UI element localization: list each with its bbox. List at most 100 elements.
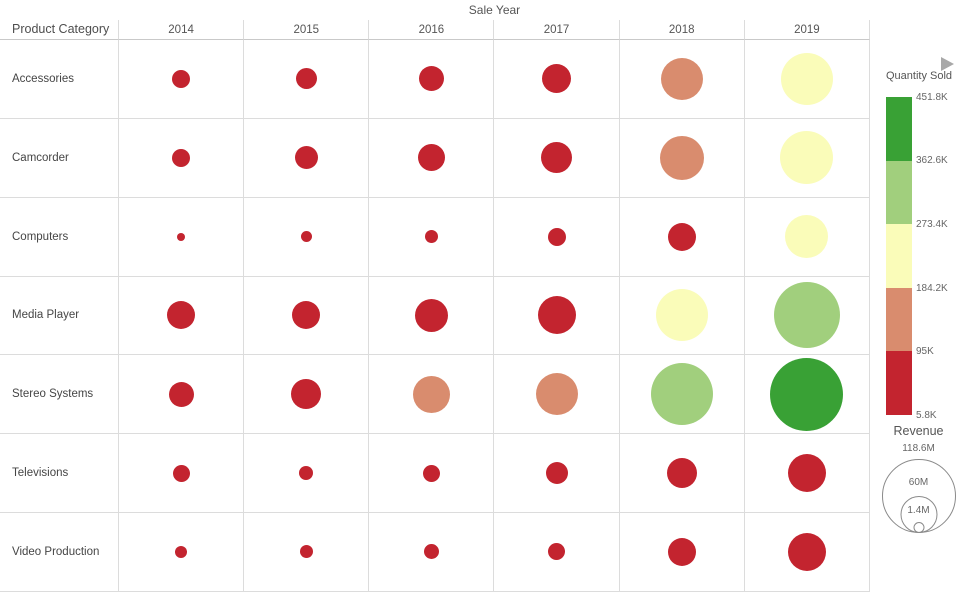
cell-computers-2014 <box>119 197 245 277</box>
bubble-televisions-2015[interactable] <box>299 466 314 481</box>
color-legend-bar[interactable] <box>886 97 912 415</box>
cell-computers-2019 <box>744 197 870 277</box>
color-legend-tick: 273.4K <box>916 219 948 230</box>
bubble-televisions-2018[interactable] <box>666 458 697 489</box>
bubble-media-player-2016[interactable] <box>414 298 448 332</box>
bubble-accessories-2015[interactable] <box>295 68 317 90</box>
bubble-accessories-2014[interactable] <box>172 69 191 88</box>
cell-televisions-2014 <box>119 434 245 514</box>
bubble-televisions-2014[interactable] <box>172 464 190 482</box>
bubble-video-production-2017[interactable] <box>548 543 566 561</box>
row-label-video-production[interactable]: Video Production <box>0 513 119 592</box>
color-legend-tick: 95K <box>916 346 934 357</box>
bubble-computers-2019[interactable] <box>785 215 829 259</box>
bubble-computers-2014[interactable] <box>177 232 186 241</box>
cell-media-player-2017 <box>494 276 620 356</box>
bubble-televisions-2016[interactable] <box>422 464 440 482</box>
column-header-2018[interactable]: 2018 <box>619 20 745 40</box>
bubble-stereo-systems-2014[interactable] <box>168 381 194 407</box>
column-header-2014[interactable]: 2014 <box>119 20 245 40</box>
cell-video-production-2019 <box>744 513 870 592</box>
cell-camcorder-2016 <box>369 118 495 198</box>
size-legend-label-mid: 60M <box>908 477 929 488</box>
bubble-camcorder-2015[interactable] <box>294 146 318 170</box>
size-legend: 118.6M 60M 1.4M <box>870 443 967 533</box>
bubble-media-player-2017[interactable] <box>537 296 576 335</box>
row-label-televisions[interactable]: Televisions <box>0 434 119 514</box>
row-label-media-player[interactable]: Media Player <box>0 276 119 356</box>
bubble-computers-2018[interactable] <box>667 222 696 251</box>
cell-stereo-systems-2017 <box>494 355 620 435</box>
cell-televisions-2016 <box>369 434 495 514</box>
cell-media-player-2019 <box>744 276 870 356</box>
bubble-camcorder-2019[interactable] <box>780 131 834 185</box>
bubble-media-player-2018[interactable] <box>655 289 708 342</box>
bubble-computers-2016[interactable] <box>424 230 438 244</box>
cell-accessories-2015 <box>244 40 370 119</box>
column-header-2015[interactable]: 2015 <box>244 20 370 40</box>
bubble-video-production-2016[interactable] <box>423 544 439 560</box>
color-legend-tick: 184.2K <box>916 283 948 294</box>
cell-computers-2018 <box>619 197 745 277</box>
bubble-camcorder-2017[interactable] <box>541 142 573 174</box>
bubble-stereo-systems-2019[interactable] <box>770 357 844 431</box>
bubble-camcorder-2018[interactable] <box>659 135 704 180</box>
bubble-televisions-2017[interactable] <box>545 462 568 485</box>
bubble-computers-2017[interactable] <box>547 227 566 246</box>
bubble-accessories-2018[interactable] <box>660 57 703 100</box>
bubble-media-player-2015[interactable] <box>292 301 321 330</box>
bubble-accessories-2017[interactable] <box>542 64 572 94</box>
bubble-video-production-2014[interactable] <box>175 545 188 558</box>
bubble-video-production-2015[interactable] <box>299 545 313 559</box>
cell-video-production-2018 <box>619 513 745 592</box>
bubble-stereo-systems-2015[interactable] <box>291 379 322 410</box>
bubble-stereo-systems-2016[interactable] <box>412 375 450 413</box>
cell-media-player-2014 <box>119 276 245 356</box>
bubble-media-player-2019[interactable] <box>773 282 840 349</box>
legend-color-segment-red[interactable] <box>886 351 912 415</box>
row-header-label: Product Category <box>0 20 119 40</box>
bubble-computers-2015[interactable] <box>300 231 312 243</box>
legend-color-segment-green[interactable] <box>886 97 912 161</box>
legend-expand-arrow-icon[interactable] <box>941 57 954 71</box>
bubble-stereo-systems-2017[interactable] <box>535 373 578 416</box>
bubble-camcorder-2014[interactable] <box>172 148 191 167</box>
cell-stereo-systems-2019 <box>744 355 870 435</box>
legend-color-segment-salmon[interactable] <box>886 287 912 352</box>
bubble-accessories-2016[interactable] <box>418 66 444 92</box>
bubble-accessories-2019[interactable] <box>780 52 833 105</box>
size-legend-title: Revenue <box>893 424 944 438</box>
legend-color-segment-light_green[interactable] <box>886 160 912 225</box>
column-header-2019[interactable]: 2019 <box>744 20 870 40</box>
chart-title: Sale Year <box>468 3 521 17</box>
legend-panel: Quantity Sold 451.8K 362.6K 273.4K 184.2… <box>870 0 967 601</box>
cell-stereo-systems-2014 <box>119 355 245 435</box>
cell-computers-2015 <box>244 197 370 277</box>
row-label-accessories[interactable]: Accessories <box>0 40 119 119</box>
row-label-computers[interactable]: Computers <box>0 197 119 277</box>
cell-computers-2016 <box>369 197 495 277</box>
cell-camcorder-2018 <box>619 118 745 198</box>
size-legend-circle-min <box>913 522 924 533</box>
row-label-stereo-systems[interactable]: Stereo Systems <box>0 355 119 435</box>
cell-accessories-2014 <box>119 40 245 119</box>
size-legend-label-min: 1.4M <box>907 505 930 516</box>
matrix-grid: Product Category 2014 2015 2016 2017 2018 2019… <box>0 20 870 592</box>
legend-color-segment-yellow[interactable] <box>886 224 912 288</box>
color-legend-tick: 5.8K <box>916 410 937 421</box>
bubble-media-player-2014[interactable] <box>167 301 196 330</box>
cell-camcorder-2015 <box>244 118 370 198</box>
cell-camcorder-2017 <box>494 118 620 198</box>
bubble-stereo-systems-2018[interactable] <box>650 363 713 426</box>
size-legend-label-max: 118.6M <box>902 443 935 454</box>
column-header-2016[interactable]: 2016 <box>369 20 495 40</box>
row-label-camcorder[interactable]: Camcorder <box>0 118 119 198</box>
cell-accessories-2016 <box>369 40 495 119</box>
bubble-video-production-2019[interactable] <box>787 532 826 571</box>
bubble-video-production-2018[interactable] <box>667 537 696 566</box>
bubble-televisions-2019[interactable] <box>787 454 826 493</box>
bubble-camcorder-2016[interactable] <box>417 144 445 172</box>
cell-stereo-systems-2016 <box>369 355 495 435</box>
cell-video-production-2014 <box>119 513 245 592</box>
column-header-2017[interactable]: 2017 <box>494 20 620 40</box>
